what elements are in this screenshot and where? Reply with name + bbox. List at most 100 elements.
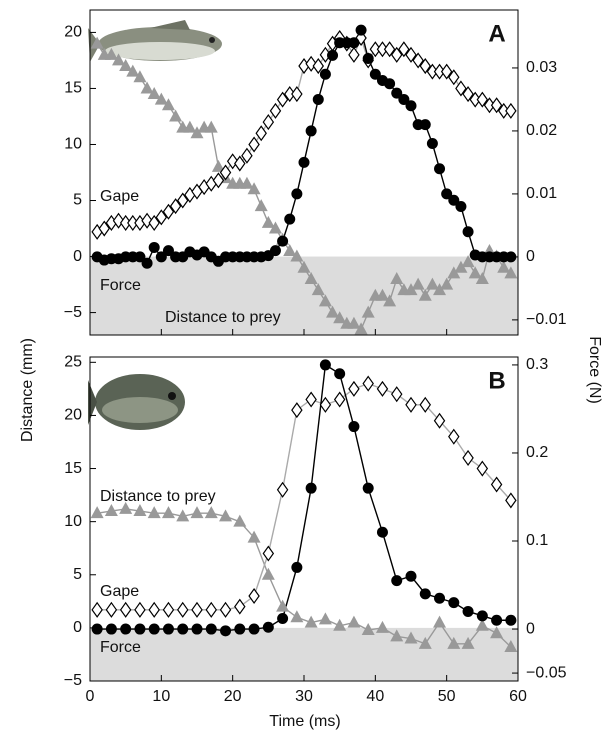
y-axis-label: Distance (mm) [19,338,36,442]
gape-point [248,587,260,605]
force-point [277,235,289,247]
annotation: Force [100,639,141,656]
distance-point [161,506,175,519]
force-point [305,125,317,137]
distance-point [418,636,432,649]
gape-point [440,63,453,80]
distance-point [461,636,475,649]
force-point [262,621,274,633]
y-tick-label: 25 [64,354,82,371]
gape-point [291,402,303,419]
y-tick-label: −5 [64,304,82,321]
distance-point [133,70,147,83]
distance-point [433,615,447,628]
gape-point [148,601,160,618]
x-tick-label: 30 [295,688,313,705]
annotation: Distance to prey [100,488,216,505]
force-point [355,24,367,36]
force-point [369,68,381,80]
gape-point [476,91,489,108]
force-point [162,245,174,257]
y2-tick-label: 0 [526,620,535,637]
distance-point [375,620,389,633]
x-tick-label: 10 [152,688,170,705]
gape-point [348,380,360,397]
distance-point [418,288,432,301]
distance-point [104,504,118,517]
gape-point [455,80,467,97]
force-point [491,614,503,626]
distance-point [126,64,140,77]
distance-point [261,215,275,228]
gape-point [348,46,360,63]
distance-point [176,509,190,522]
force-point [391,575,403,587]
distance-point [411,277,425,290]
distance-point [161,98,175,111]
force-point [384,78,396,90]
gape-point [248,136,260,153]
y2-tick-label: −0.01 [526,311,567,328]
force-point [348,421,360,433]
force-point [419,588,431,600]
gape-point [169,198,182,215]
gape-point [91,601,103,618]
force-point [234,623,246,635]
force-point [405,100,417,112]
force-point [327,49,339,61]
distance-point [247,182,261,195]
force-point [455,201,467,213]
y-tick-label: 10 [64,513,82,530]
x-tick-label: 60 [509,688,527,705]
distance-point [219,509,233,522]
distance-point [90,506,104,519]
distance-point [169,109,183,122]
y2-tick-label: 0.3 [526,356,548,373]
gape-point [155,209,168,226]
x-tick-label: 0 [86,688,95,705]
gape-point [162,203,175,220]
distance-point [375,288,389,301]
distance-point [311,283,325,296]
gape-point [98,220,111,237]
distance-point [390,271,404,284]
force-point [312,93,324,105]
distance-point [147,506,161,519]
distance-point [354,322,368,335]
distance-point [440,277,454,290]
distance-point [190,126,204,139]
force-point [141,257,153,269]
gape-point [291,86,303,103]
force-point [462,605,474,617]
gape-point [162,601,175,618]
gape-point [176,192,189,209]
distance-point [497,260,511,273]
x-tick-label: 20 [224,688,242,705]
gape-point [398,41,410,58]
force-point [348,37,360,49]
gape-point [212,172,225,189]
gape-point [119,601,132,618]
force-point [448,194,460,206]
gape-point [419,396,432,413]
distance-point [290,610,304,623]
distance-point [390,629,404,642]
y2-tick-label: 0 [526,248,535,265]
distance-point [333,618,347,631]
y-tick-label: 15 [64,460,82,477]
plot-frame [89,9,519,336]
gape-point [262,114,275,131]
distance-point [119,59,133,72]
gape-point [269,102,282,119]
force-point [284,213,296,225]
force-point [391,87,403,99]
gape-point [105,601,118,618]
distance-point [475,618,489,631]
gape-point [134,601,146,618]
distance-point [240,176,254,189]
gape-point [383,41,396,58]
y-tick-label: −5 [64,672,82,689]
distance-point [268,221,282,234]
force-point [155,251,167,263]
force-point [362,482,374,494]
